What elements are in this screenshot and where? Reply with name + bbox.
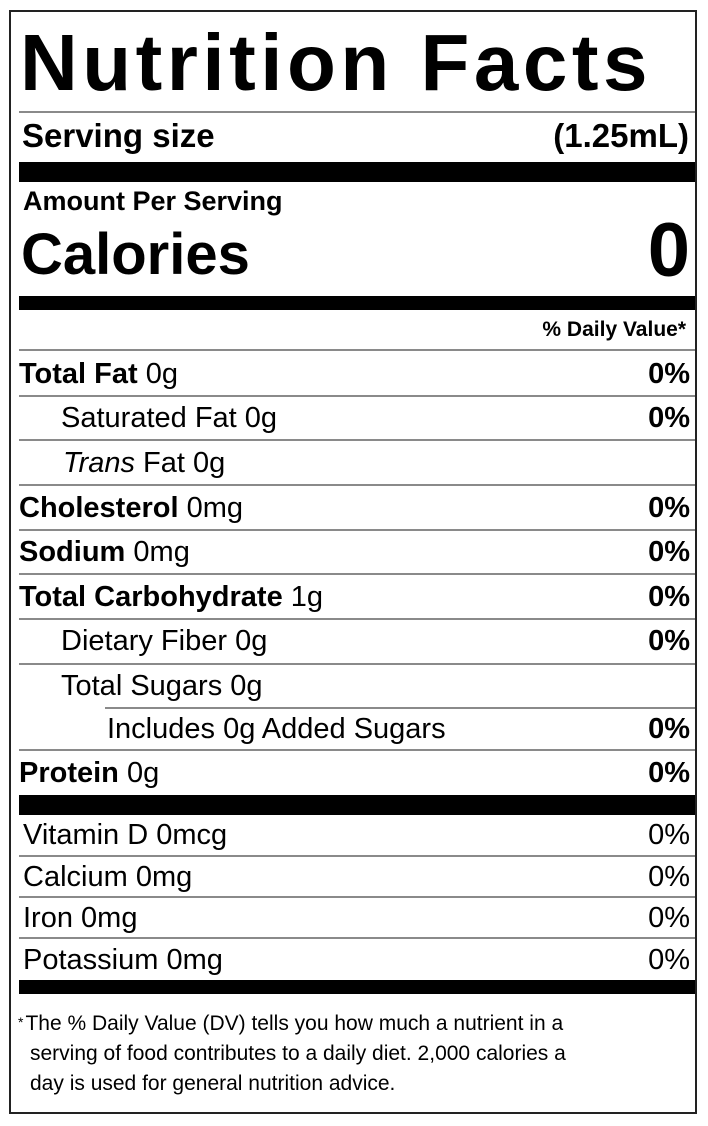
nutrient-row-added-sugars: Includes 0g Added Sugars 0% [107,707,690,751]
nutrient-row-total-carbohydrate: Total Carbohydrate 1g 0% [19,575,690,619]
nutrient-dv: 0% [648,580,690,613]
nutrient-dv: 0% [648,624,690,657]
footnote-line: day is used for general nutrition advice… [30,1072,396,1095]
label-title: Nutrition Facts [20,18,652,107]
nutrient-dv: 0% [648,756,690,789]
nutrient-dv: 0% [648,535,690,568]
divider [19,618,695,620]
nutrient-row-sodium: Sodium 0mg 0% [19,530,690,574]
divider [19,395,695,397]
divider [105,707,695,709]
vitamin-dv: 0% [648,818,690,851]
nutrient-amount: 0g [244,401,278,434]
divider [19,439,695,441]
divider [19,896,695,898]
nutrient-label: Sodium [19,535,126,568]
footnote-line: The % Daily Value (DV) tells you how muc… [25,1012,564,1035]
nutrient-amount: 1g [290,580,324,613]
nutrient-amount: 0g [235,624,268,657]
divider [19,855,695,857]
nutrient-row-cholesterol: Cholesterol 0mg 0% [19,486,690,530]
nutrient-dv: 0% [648,401,690,434]
vitamin-row-potassium: Potassium 0mg 0% [23,938,690,982]
vitamin-dv: 0% [648,901,690,934]
divider [19,111,695,113]
thick-divider [19,296,695,310]
nutrient-dv: 0% [648,357,690,390]
nutrient-label: Protein [19,756,119,789]
serving-size-label: Serving size [22,117,215,154]
vitamin-row-calcium: Calcium 0mg 0% [23,855,690,899]
nutrient-label: Trans [63,446,135,479]
thick-divider [19,795,695,815]
nutrient-dv: 0% [648,491,690,524]
nutrient-amount: 0g [145,357,179,390]
nutrient-label: Includes 0g Added Sugars [107,712,446,745]
nutrient-amount: 0g [230,669,263,702]
nutrient-label: Cholesterol [19,491,179,524]
nutrient-amount: 0mg [186,491,244,524]
vitamin-label: Calcium [23,860,128,893]
vitamin-amount: 0mcg [156,818,228,851]
nutrient-label: Saturated Fat [61,401,237,434]
footnote: *The % Daily Value (DV) tells you how mu… [18,1007,678,1099]
divider [19,749,695,751]
footnote-line: serving of food contributes to a daily d… [30,1042,566,1065]
nutrient-label: Total Carbohydrate [19,580,283,613]
vitamin-label: Iron [23,901,73,934]
vitamin-row-iron: Iron 0mg 0% [23,896,690,940]
vitamin-row-vitamin-d: Vitamin D 0mcg 0% [23,813,690,857]
calories-value: 0 [647,208,690,293]
label-border [9,10,697,1114]
divider [19,937,695,939]
thick-divider [19,162,695,182]
nutrient-dv: 0% [648,712,690,745]
vitamin-amount: 0mg [135,860,193,893]
nutrient-row-total-sugars: Total Sugars 0g [61,664,690,708]
nutrient-label-rest: Fat [143,446,185,479]
divider [19,349,695,351]
divider [19,529,695,531]
nutrient-amount: 0mg [133,535,190,568]
footnote-asterisk: * [18,1014,24,1030]
divider [19,484,695,486]
nutrient-amount: 0g [126,756,160,789]
vitamin-dv: 0% [648,860,690,893]
daily-value-header: % Daily Value* [542,318,686,341]
vitamin-dv: 0% [648,943,690,976]
vitamin-label: Potassium [23,943,159,976]
nutrient-label: Total Fat [19,357,138,390]
thick-divider [19,980,695,994]
calories-label: Calories [21,222,250,287]
nutrient-row-dietary-fiber: Dietary Fiber 0g 0% [61,619,690,663]
nutrient-row-saturated-fat: Saturated Fat 0g 0% [61,396,690,440]
nutrient-label: Total Sugars [61,669,223,702]
amount-per-serving: Amount Per Serving [23,186,283,216]
divider [19,663,695,665]
nutrient-amount: 0g [193,446,226,479]
nutrient-row-protein: Protein 0g 0% [19,751,690,795]
vitamin-label: Vitamin D [23,818,149,851]
nutrient-row-total-fat: Total Fat 0g 0% [19,352,690,396]
nutrient-row-trans-fat: Trans Fat 0g [63,441,690,485]
vitamin-amount: 0mg [81,901,138,934]
divider [19,573,695,575]
vitamin-amount: 0mg [166,943,223,976]
serving-size-value: (1.25mL) [553,117,689,154]
nutrient-label: Dietary Fiber [61,624,227,657]
